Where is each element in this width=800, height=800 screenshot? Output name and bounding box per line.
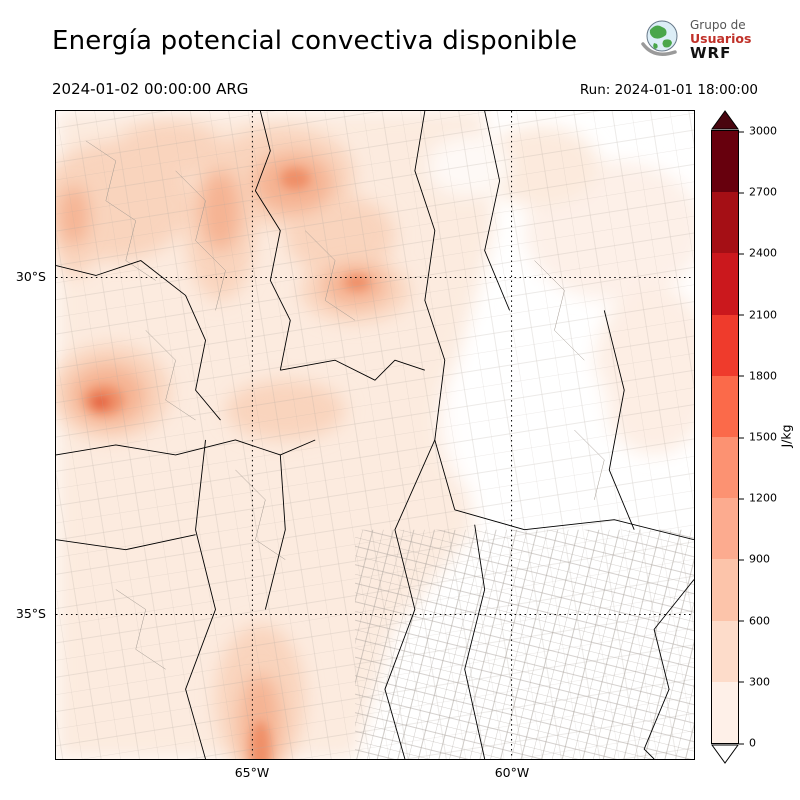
globe-icon [641,20,678,56]
colorbar-tick-label: 1800 [739,369,777,382]
colorbar-tick-label: 300 [739,675,770,688]
colorbar-tick-label: 1500 [739,431,777,444]
colorbar-segment [712,620,738,682]
colorbar-under-arrow [711,744,739,764]
colorbar-unit: J/kg [778,424,794,448]
colorbar-segment [712,314,738,376]
colorbar-segment [712,253,738,315]
lat-tick-35s: 35°S [15,606,46,621]
colorbar [711,110,739,764]
colorbar-tick-label: 2700 [739,186,777,199]
logo-line-usuarios: Usuarios [690,31,752,46]
colorbar-tick-label: 0 [739,737,756,750]
lon-tick-60w: 60°W [494,765,530,780]
colorbar-segment [712,559,738,621]
logo-line-wrf: WRF [690,44,732,62]
wrf-users-group-logo: Grupo de Usuarios WRF [640,16,751,62]
run-time-label: Run: 2024-01-01 18:00:00 [579,82,758,98]
colorbar-over-arrow [711,110,739,130]
colorbar-segment [712,375,738,438]
colorbar-ticks: 3000 2700 2400 2100 1800 1500 1200 900 600 300 0 [739,125,794,750]
colorbar-tick-label: 3000 [739,125,777,138]
colorbar-tick-label: 600 [739,614,770,627]
lon-tick-65w: 65°W [234,765,270,780]
lat-tick-30s: 30°S [15,269,46,284]
colorbar-segment [712,192,738,254]
colorbar-scale [711,130,739,744]
cape-map [55,110,695,760]
colorbar-segment [712,131,738,193]
logo-line-grupo: Grupo de [690,18,746,32]
colorbar-segment [712,681,738,744]
colorbar-tick-label: 1200 [739,492,777,505]
logo-text: Grupo de Usuarios WRF [690,18,752,62]
colorbar-segment [712,498,738,560]
colorbar-tick-label: 900 [739,553,770,566]
page-title: Energía potencial convectiva disponible [52,26,578,56]
colorbar-tick-label: 2100 [739,308,777,321]
valid-time-label: 2024-01-02 00:00:00 ARG [52,80,249,98]
colorbar-segment [712,437,738,499]
colorbar-tick-label: 2400 [739,247,777,260]
cape-map-canvas [56,111,694,759]
